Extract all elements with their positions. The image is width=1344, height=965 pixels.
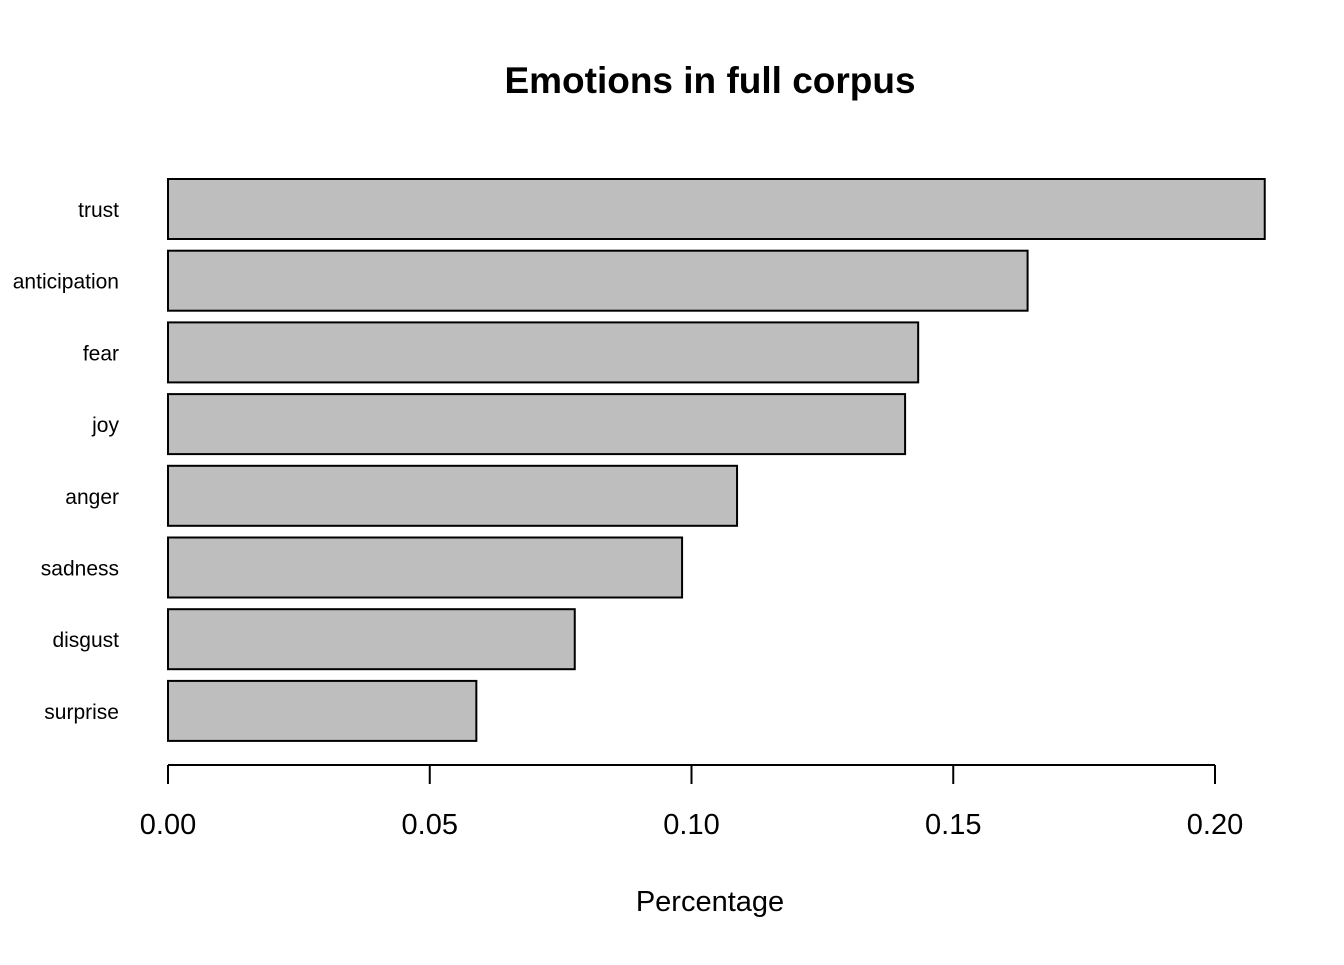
category-label-sadness: sadness	[41, 558, 119, 581]
category-label-joy: joy	[91, 414, 119, 437]
bar-joy	[167, 393, 907, 456]
bar-anticipation	[167, 249, 1029, 312]
category-label-anger: anger	[65, 486, 119, 509]
chart-title: Emotions in full corpus	[504, 60, 915, 101]
category-labels: trust anticipation fear joy anger sadness disg…	[13, 199, 120, 724]
bar-anger	[167, 464, 739, 527]
x-tick-label: 0.00	[140, 809, 196, 841]
x-tick-label: 0.10	[663, 809, 719, 841]
bar-surprise	[167, 679, 478, 742]
x-axis-title: Percentage	[636, 886, 784, 918]
category-label-disgust: disgust	[52, 629, 119, 652]
bar-disgust	[167, 608, 576, 671]
x-axis: 0.00 0.05 0.10 0.15 0.20	[140, 764, 1243, 841]
bar-trust	[167, 178, 1266, 240]
bar-sadness	[167, 536, 684, 599]
category-label-surprise: surprise	[44, 701, 119, 724]
x-tick-label: 0.15	[925, 809, 981, 841]
x-tick-label: 0.20	[1187, 809, 1243, 841]
x-tick-label: 0.05	[402, 809, 458, 841]
category-label-fear: fear	[83, 342, 119, 365]
bars-layer	[167, 178, 1266, 742]
category-label-trust: trust	[78, 199, 119, 222]
bar-fear	[167, 321, 920, 384]
category-label-anticipation: anticipation	[13, 271, 119, 294]
